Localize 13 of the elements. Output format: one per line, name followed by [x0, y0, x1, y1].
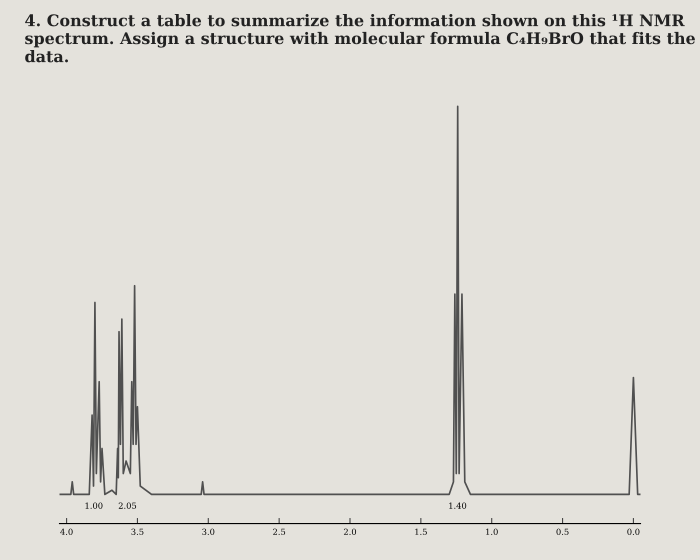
annotation: 1.40: [449, 502, 466, 509]
x-tick-label: 3.0: [202, 528, 214, 535]
x-tick-label: 2.0: [344, 528, 356, 535]
x-tick-label: 4.0: [60, 528, 73, 535]
annotation: 2.05: [118, 502, 136, 509]
x-tick-label: 1.0: [486, 528, 498, 535]
x-tick-label: 2.5: [273, 528, 286, 535]
x-tick-label: 0.0: [627, 528, 640, 535]
x-tick-label: 3.5: [131, 528, 144, 535]
annotation: 1.00: [86, 502, 103, 509]
x-tick-label: 0.5: [556, 528, 569, 535]
chart-title: 4. Construct a table to summarize the information shown on this ¹H NMR spectrum. Assign a structure with molecular formula C₄H₉BrO that fits the data.: [25, 14, 695, 62]
x-tick-label: 1.5: [415, 528, 427, 535]
